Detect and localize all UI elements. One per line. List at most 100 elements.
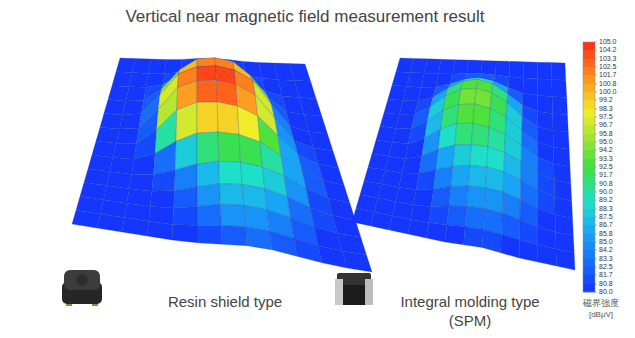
color-bar-tick xyxy=(595,100,597,101)
color-bar-tick xyxy=(595,292,597,293)
surface-cell xyxy=(501,234,520,258)
surface-cell xyxy=(553,130,569,149)
surface-cell xyxy=(173,207,197,226)
color-bar-tick-label: 94.2 xyxy=(599,146,613,153)
surface-cell xyxy=(481,61,496,75)
color-bar-tick xyxy=(595,192,597,193)
caption: Integral molding type(SPM) xyxy=(400,293,539,329)
color-bar-tick xyxy=(595,50,597,51)
color-bar-tick-label: 80.0 xyxy=(599,288,613,295)
surface-cell xyxy=(467,186,486,209)
surface-cell xyxy=(416,170,436,190)
surface-cell xyxy=(129,174,153,191)
surface-cell xyxy=(471,123,489,147)
surface-cell xyxy=(153,141,176,174)
surface-cell xyxy=(126,87,146,101)
color-bar-tick xyxy=(595,142,597,143)
surface-cell xyxy=(122,218,149,236)
surface-cell xyxy=(150,191,174,209)
surface-cell xyxy=(148,59,166,74)
color-bar-tick-label: 81.7 xyxy=(599,271,613,278)
color-bar-band xyxy=(583,84,595,92)
color-bar-unit: [dBμV] xyxy=(589,310,613,319)
color-bar-tick-label: 80.8 xyxy=(599,280,613,287)
color-bar-band xyxy=(583,242,595,250)
color-bar-tick xyxy=(595,217,597,218)
surface-cell xyxy=(239,135,262,168)
color-bar-band xyxy=(583,92,595,100)
surface-cell xyxy=(108,86,129,101)
color-bar-band xyxy=(583,59,595,67)
color-bar-tick-label: 87.5 xyxy=(599,213,613,220)
color-bar-band xyxy=(583,184,595,192)
color-bar-tick-label: 95.0 xyxy=(599,138,613,145)
surface-cell xyxy=(174,187,197,208)
color-bar-tick-label: 85.0 xyxy=(599,238,613,245)
color-bar-tick-label: 96.7 xyxy=(599,121,613,128)
color-bar-tick-label: 90.0 xyxy=(599,188,613,195)
surface-cell xyxy=(482,229,501,253)
surface xyxy=(352,58,575,270)
surface-cell xyxy=(218,132,241,162)
color-bar-band xyxy=(583,192,595,200)
color-bar-band xyxy=(583,42,595,50)
surface-cell xyxy=(197,161,220,187)
surface-cell xyxy=(352,208,374,226)
surface-cell xyxy=(270,231,297,256)
color-bar-tick-label: 98.3 xyxy=(599,105,613,112)
color-bar-band xyxy=(583,200,595,209)
surface-cell xyxy=(453,144,472,166)
surface-cell xyxy=(553,147,570,166)
surface-cell xyxy=(318,245,347,268)
surface-cell xyxy=(342,251,372,272)
surface-cell xyxy=(552,97,567,115)
surface-cell xyxy=(457,104,475,124)
color-bar-tick xyxy=(595,84,597,85)
color-bar-band xyxy=(583,109,595,117)
color-bar-tick xyxy=(595,209,597,210)
surface-cell xyxy=(509,61,524,78)
color-bar-tick-label: 82.5 xyxy=(599,263,613,270)
surface-cell xyxy=(371,212,393,230)
surface-cell xyxy=(123,100,144,115)
surface-cell xyxy=(197,184,220,207)
surface-cell xyxy=(523,62,537,79)
surface-cell xyxy=(172,224,197,242)
color-bar-tick xyxy=(595,225,597,226)
surface-cell xyxy=(100,113,123,129)
product-icon xyxy=(62,270,102,306)
surface-cell xyxy=(217,80,238,106)
surface-cell xyxy=(451,165,470,186)
color-bar-tick-label: 89.2 xyxy=(599,196,613,203)
surface-cell xyxy=(174,164,197,191)
surface-cell xyxy=(538,245,557,266)
surface-cell xyxy=(116,128,139,144)
color-bar-tick-label: 91.7 xyxy=(599,171,613,178)
color-bar-band xyxy=(583,117,595,125)
surface-cell xyxy=(119,114,141,130)
surface-cell xyxy=(220,184,244,206)
surface-cell xyxy=(553,113,569,132)
surface-cell xyxy=(92,141,116,157)
color-bar-band xyxy=(583,100,595,109)
color-bar-tick xyxy=(595,117,597,118)
color-bar-band xyxy=(583,125,595,134)
surface-cell xyxy=(389,216,410,234)
surface-cell xyxy=(495,61,510,77)
surface-cell xyxy=(197,58,216,67)
color-bar-tick xyxy=(595,184,597,185)
surface-cell xyxy=(426,223,447,243)
color-bar-tick xyxy=(595,267,597,268)
surface-cell xyxy=(447,206,467,227)
color-bar-band xyxy=(583,209,595,217)
color-bar-tick xyxy=(595,42,597,43)
color-bar-tick-label: 86.7 xyxy=(599,221,613,228)
color-bar-tick-label: 83.3 xyxy=(599,255,613,262)
surface-cell xyxy=(429,206,449,225)
title: Vertical near magnetic field measurement… xyxy=(125,7,484,26)
surface-cell xyxy=(552,80,567,98)
surface-cell xyxy=(175,133,197,170)
surface-cell xyxy=(459,89,476,105)
surface-cell xyxy=(147,221,173,240)
surface-cell xyxy=(294,81,316,99)
